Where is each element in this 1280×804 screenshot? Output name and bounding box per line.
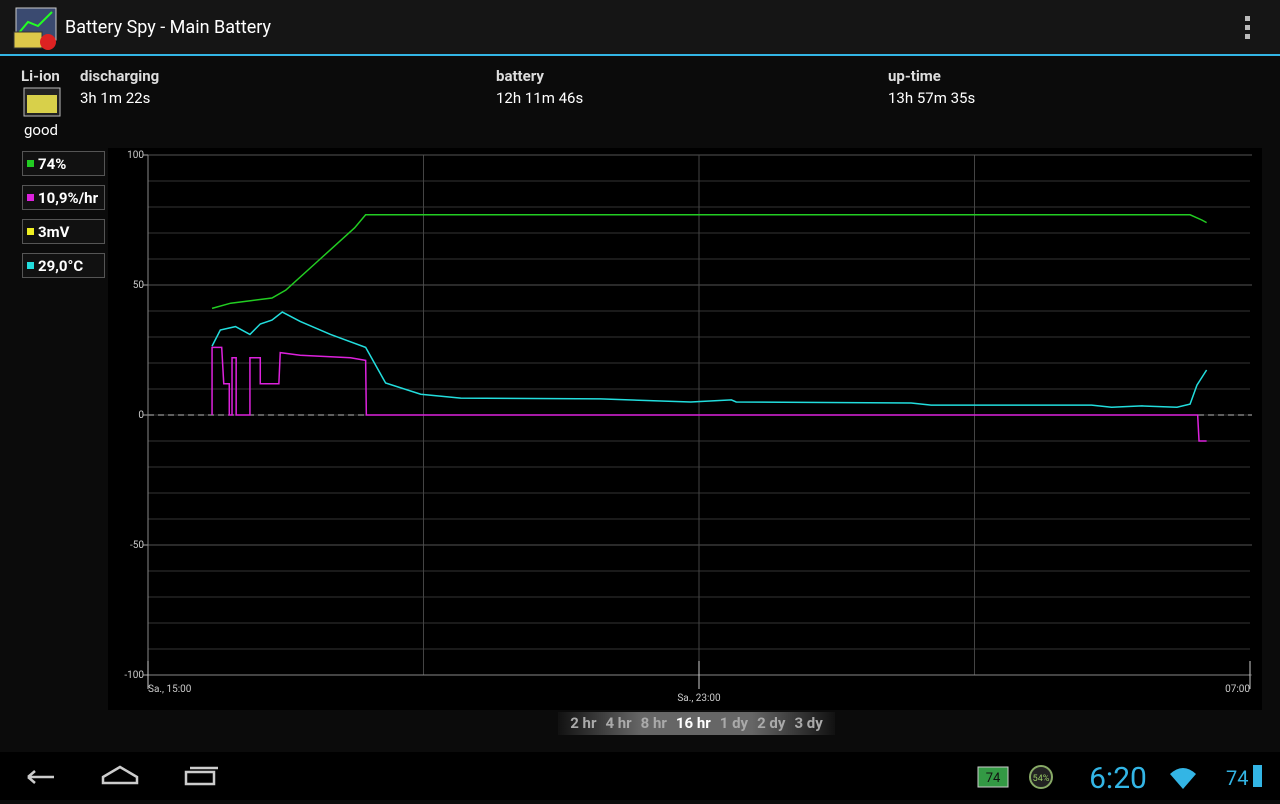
range-option[interactable]: 2 hr xyxy=(570,714,597,732)
range-option[interactable]: 8 hr xyxy=(640,714,667,732)
battery-icon xyxy=(23,87,61,117)
field-label: battery xyxy=(496,67,544,85)
recents-button[interactable] xyxy=(184,766,218,786)
widget-circle xyxy=(1029,765,1053,789)
range-option[interactable]: 1 dy xyxy=(719,714,749,732)
legend-box xyxy=(22,219,105,244)
wifi-icon xyxy=(1170,768,1196,789)
range-option[interactable]: 3 dy xyxy=(794,714,823,732)
range-option[interactable]: 2 dy xyxy=(757,714,786,732)
field-value: 13h 57m 35s xyxy=(888,89,976,107)
nav-bar: 74 54% 6:20 74 xyxy=(0,752,1280,800)
y-tick-label: -100 xyxy=(124,670,144,681)
app-icon xyxy=(13,7,57,50)
chart-panel xyxy=(108,148,1262,710)
y-tick-label: 100 xyxy=(127,150,144,161)
field-value: 3h 1m 22s xyxy=(80,89,151,107)
widget-percent: 54% xyxy=(1033,774,1050,784)
field-label: discharging xyxy=(80,67,160,85)
app-bar: Battery Spy - Main Battery xyxy=(0,0,1280,56)
series-line xyxy=(211,214,1207,310)
y-tick-label: -50 xyxy=(130,540,144,551)
legend-box xyxy=(22,253,105,278)
nav-icons: 74 54% 6:20 74 xyxy=(27,761,1262,796)
legend-label: 3mV xyxy=(38,223,70,241)
y-tick-label: 50 xyxy=(133,280,145,291)
legend-label: 29,0°C xyxy=(38,257,83,275)
series-line xyxy=(211,311,1208,408)
x-tick-label: Sa., 23:00 xyxy=(677,693,721,704)
legend-swatch xyxy=(27,194,34,201)
clock: 6:20 xyxy=(1089,761,1147,796)
legend-swatch xyxy=(27,160,34,167)
legend-swatch xyxy=(27,228,34,235)
overflow-menu[interactable] xyxy=(1243,15,1253,41)
range-option[interactable]: 4 hr xyxy=(605,714,632,732)
range-option[interactable]: 16 hr xyxy=(675,714,711,732)
battery-level: 74 xyxy=(1226,766,1248,790)
legend-swatch xyxy=(27,262,34,269)
health: good xyxy=(24,121,58,139)
widget-icon xyxy=(977,766,1009,788)
field-label: up-time xyxy=(888,67,941,85)
widget-level: 74 xyxy=(986,771,1001,786)
legend-label: 10,9%/hr xyxy=(38,189,99,207)
legend-label: 74% xyxy=(38,155,66,173)
home-button[interactable] xyxy=(101,765,139,785)
chart: -100 -50 0 50 100 Sa., 15:00 Sa., 23:00 07:00 74… xyxy=(22,148,1262,710)
x-tick-label: 07:00 xyxy=(1225,684,1250,695)
legend-box xyxy=(22,185,105,210)
app-title: Battery Spy - Main Battery xyxy=(65,17,272,38)
range-selector: 2 hr 4 hr 8 hr 16 hr 1 dy 2 dy 3 dy xyxy=(558,712,835,735)
series-line xyxy=(211,346,1207,442)
y-tick-label: 0 xyxy=(138,410,144,421)
field-value: 12h 11m 46s xyxy=(496,89,584,107)
battery-icon xyxy=(1253,765,1262,787)
chemistry: Li-ion xyxy=(21,67,60,85)
back-button[interactable] xyxy=(27,770,54,784)
legend-box xyxy=(22,151,105,176)
x-tick-label: Sa., 15:00 xyxy=(148,684,192,695)
